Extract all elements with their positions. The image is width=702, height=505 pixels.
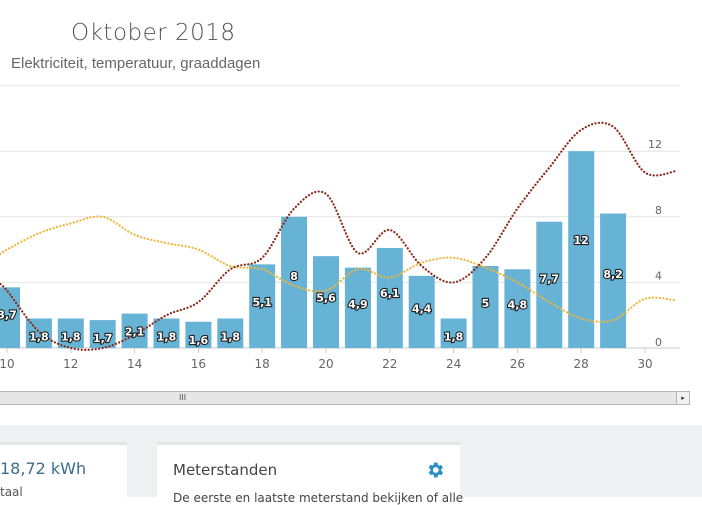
bar-label: 12	[574, 234, 589, 247]
bar	[313, 256, 339, 348]
bar	[408, 275, 435, 348]
chart-scrollbar[interactable]: III ▸	[0, 391, 690, 405]
x-tick-label: 30	[637, 357, 652, 371]
bar-label: 4,8	[508, 299, 528, 312]
bar-label: 8,2	[603, 268, 623, 281]
page-title: Oktober 2018	[71, 20, 236, 46]
bar	[568, 151, 595, 348]
bar-label: 2,1	[125, 326, 145, 339]
bar-label: 5,1	[252, 296, 272, 309]
gear-icon[interactable]	[425, 460, 445, 480]
bar-label: 8	[290, 270, 298, 283]
x-tick-label: 22	[382, 357, 397, 371]
x-tick-label: 18	[255, 357, 270, 371]
bar	[217, 318, 244, 348]
bar-label: 1,8	[29, 330, 49, 343]
total-label: taal	[0, 485, 23, 499]
meterstanden-card: Meterstanden De eerste en laatste meters…	[157, 442, 464, 505]
x-tick-label: 26	[510, 357, 525, 371]
y-tick-label: 8	[655, 204, 662, 217]
bar	[153, 318, 180, 348]
x-tick-label: 28	[574, 357, 589, 371]
bar	[89, 320, 116, 348]
bar	[600, 213, 627, 348]
card-description: De eerste en laatste meterstand bekijken…	[173, 491, 464, 505]
bar	[472, 266, 499, 348]
scroll-right-button[interactable]: ▸	[676, 392, 689, 404]
x-tick-label: 14	[127, 357, 142, 371]
chart: 0 4 8 12 10 12 14 16 18 20 22 24 26 28 30 3,7 1,8 1,8 1,7 2…	[0, 85, 680, 371]
y-tick-label: 4	[655, 269, 662, 282]
bar	[185, 321, 212, 348]
bar-label: 1,7	[93, 332, 113, 345]
card-title: Meterstanden	[173, 461, 278, 479]
chart-subtitle: Elektriciteit, temperatuur, graaddagen	[11, 55, 261, 72]
bar-label: 1,8	[221, 330, 241, 343]
x-tick-label: 20	[318, 357, 333, 371]
scrollbar-grip[interactable]: III	[179, 393, 187, 402]
bar-label: 7,7	[540, 273, 560, 286]
bar-label: 1,8	[61, 330, 81, 343]
y-tick-label: 0	[655, 336, 662, 349]
bar	[57, 318, 84, 348]
bar-label: 1,8	[157, 330, 177, 343]
bar	[344, 267, 371, 348]
bar-label: 4,9	[348, 298, 368, 311]
bar	[504, 269, 531, 348]
bar-label: 4,4	[412, 302, 432, 315]
bar-label: 1,8	[444, 330, 464, 343]
x-tick-label: 16	[191, 357, 206, 371]
bar	[249, 264, 276, 348]
total-kwh: 18,72 kWh	[0, 459, 87, 478]
bar-label: 5	[482, 297, 490, 310]
x-tick-label: 10	[0, 357, 15, 371]
bar-label: 1,6	[189, 334, 209, 347]
x-tick-label: 24	[446, 357, 461, 371]
bar	[536, 221, 563, 348]
bar	[121, 313, 148, 348]
bar	[440, 318, 467, 348]
total-card: 18,72 kWh taal	[0, 442, 127, 505]
temperature-line	[0, 215, 678, 323]
y-tick-label: 12	[648, 138, 662, 151]
bar-label: 6,1	[380, 287, 400, 300]
bar-label: 5,6	[316, 291, 336, 304]
bar-label: 3,7	[0, 309, 17, 322]
degree_days-line	[0, 121, 678, 351]
bar	[376, 247, 403, 348]
x-tick-label: 12	[63, 357, 78, 371]
